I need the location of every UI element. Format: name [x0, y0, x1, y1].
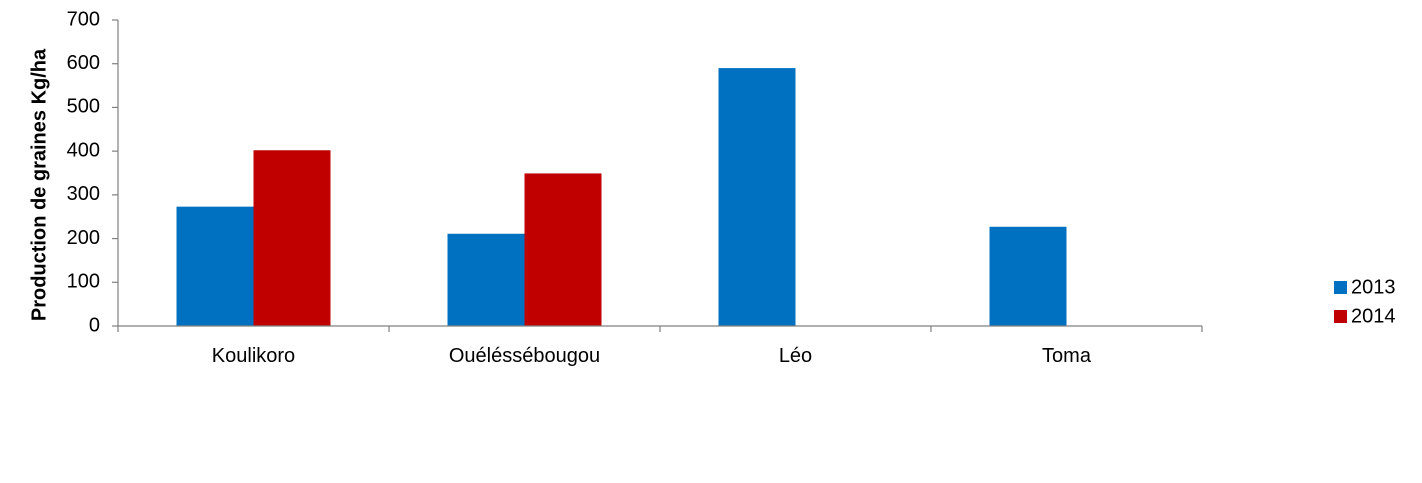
- bar-2013-Toma: [989, 226, 1067, 326]
- x-tick-label: Léo: [779, 345, 812, 367]
- bar-2013-Koulikoro: [176, 206, 254, 326]
- y-tick-label: 500: [67, 96, 100, 118]
- y-tick-label: 200: [67, 227, 100, 249]
- bar-2013-Léo: [718, 68, 796, 326]
- legend-label-2014: 2014: [1351, 305, 1396, 327]
- y-tick-label: 700: [67, 8, 100, 30]
- y-tick-label: 100: [67, 271, 100, 293]
- y-tick-label: 0: [89, 314, 100, 336]
- y-axis: 0 100 200 300 400 500 600 700: [67, 8, 118, 336]
- x-tick-label: Ouéléssébougou: [449, 345, 600, 367]
- y-tick-label: 300: [67, 183, 100, 205]
- bar-2014-Koulikoro: [253, 150, 331, 326]
- legend-swatch-2014: [1334, 310, 1347, 323]
- legend-swatch-2013: [1334, 281, 1347, 294]
- legend-label-2013: 2013: [1351, 276, 1396, 298]
- legend: 2013 2014: [1334, 276, 1396, 327]
- y-tick-label: 600: [67, 52, 100, 74]
- y-tick-label: 400: [67, 139, 100, 161]
- x-tick-label: Toma: [1042, 345, 1092, 367]
- bars: [176, 68, 1067, 326]
- y-axis-title: Production de graines Kg/ha: [28, 48, 50, 321]
- bar-2013-Ouéléssébougou: [447, 233, 525, 326]
- x-tick-label: Koulikoro: [212, 345, 295, 367]
- bar-2014-Ouéléssébougou: [524, 173, 602, 326]
- x-axis: Koulikoro Ouéléssébougou Léo Toma: [117, 326, 1203, 367]
